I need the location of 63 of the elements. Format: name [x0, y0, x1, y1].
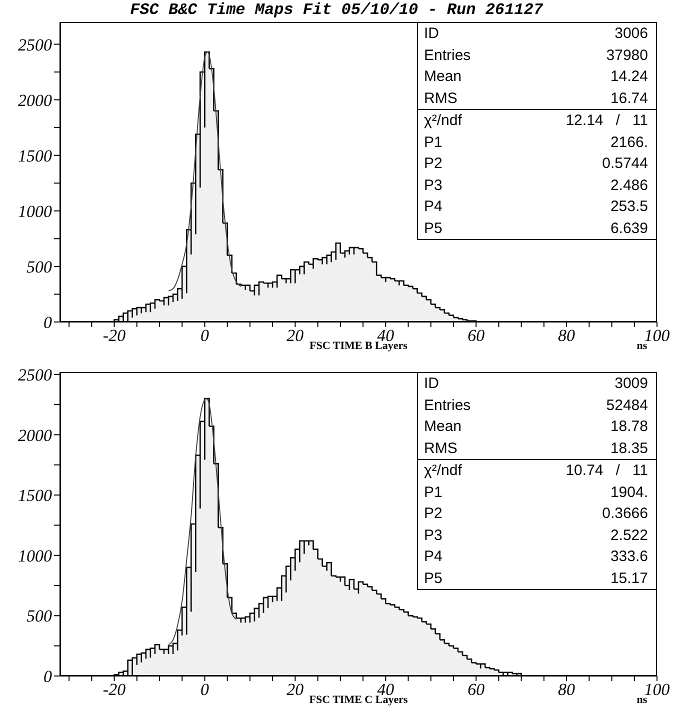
y-tick-label: 2500 — [18, 365, 52, 384]
annotation: 0.5744 — [602, 154, 648, 174]
annotation: P1 — [424, 482, 442, 502]
x-tick-label: 80 — [558, 326, 576, 346]
annotation: 2.522 — [610, 526, 648, 545]
chart-title: FSC B&C Time Maps Fit 05/10/10 - Run 261127 — [129, 1, 544, 19]
annotation: P5 — [424, 568, 442, 588]
annotation: 37980 — [606, 46, 648, 65]
annotation: RMS — [424, 438, 458, 458]
y-tick-label: 500 — [26, 606, 52, 626]
annotation: 3006 — [614, 24, 648, 44]
annotation: 333.6 — [610, 547, 648, 566]
annotation: P2 — [424, 504, 442, 524]
x-tick-label: 80 — [558, 680, 576, 700]
annotation: RMS — [424, 88, 458, 108]
annotation: 253.5 — [610, 197, 648, 216]
annotation: 14.24 — [610, 67, 648, 86]
annotation: 6.639 — [610, 218, 648, 238]
annotation: 52484 — [606, 396, 648, 415]
y-tick-label: 1000 — [18, 546, 52, 566]
annotation: P2 — [424, 154, 442, 174]
annotation: 18.78 — [610, 417, 648, 436]
annotation: P4 — [424, 197, 442, 216]
annotation: Entries — [424, 46, 471, 65]
y-tick-label: 1500 — [18, 486, 52, 506]
annotation: P1 — [424, 132, 442, 152]
x-tick-label: 60 — [468, 326, 486, 346]
annotation: 2.486 — [610, 176, 648, 195]
annotation: Mean — [424, 67, 462, 86]
annotation: 12.14 / 11 — [566, 111, 648, 130]
annotation: 2166. — [610, 132, 648, 152]
annotation: P4 — [424, 547, 442, 566]
y-tick-label: 1500 — [18, 146, 52, 166]
x-tick-label: 0 — [200, 680, 210, 700]
y-tick-label: 2000 — [18, 426, 52, 445]
annotation: Mean — [424, 417, 462, 436]
x-tick-label: 20 — [286, 680, 304, 700]
annotation: 1904. — [610, 482, 648, 502]
annotation: 3009 — [614, 374, 648, 394]
annotation: 16.74 — [610, 88, 648, 108]
y-tick-label: 500 — [26, 257, 52, 276]
annotation: ID — [424, 374, 439, 394]
x-tick-label: 60 — [468, 680, 486, 700]
x-tick-label: -20 — [102, 326, 126, 346]
annotation: 0.3666 — [602, 504, 648, 524]
annotation: χ²/ndf — [424, 461, 462, 480]
x-tick-label: -20 — [102, 680, 126, 700]
annotation: Entries — [424, 396, 471, 415]
x-tick-label: 0 — [200, 326, 210, 346]
annotation: P3 — [424, 526, 442, 545]
y-tick-label: 0 — [44, 313, 52, 332]
y-tick-label: 2500 — [18, 35, 52, 54]
x-tick-label: 20 — [286, 326, 304, 346]
annotation: χ²/ndf — [424, 111, 462, 130]
y-tick-label: 0 — [44, 667, 52, 686]
annotation: ID — [424, 24, 439, 44]
annotation: 15.17 — [610, 568, 648, 588]
annotation: 10.74 / 11 — [566, 461, 648, 480]
annotation: P3 — [424, 176, 442, 195]
annotation: 18.35 — [610, 438, 648, 458]
y-tick-label: 2000 — [18, 90, 52, 110]
annotation: P5 — [424, 218, 442, 238]
y-tick-label: 1000 — [18, 202, 52, 221]
